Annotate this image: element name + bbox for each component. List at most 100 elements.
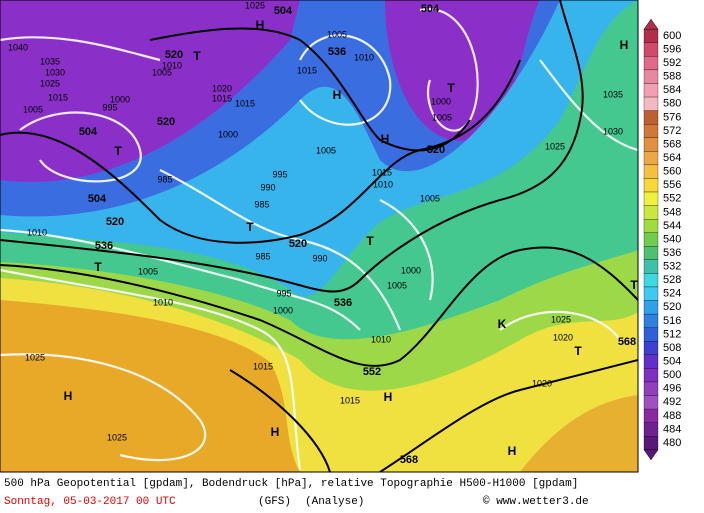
map-label: 985 (157, 174, 172, 184)
map-label: T (574, 344, 582, 358)
legend-label: 556 (663, 179, 681, 191)
legend-swatch (643, 178, 659, 193)
legend-label: 524 (663, 288, 681, 300)
legend-swatch (643, 56, 659, 71)
map-label: 1005 (420, 193, 440, 203)
map-label: H (508, 444, 517, 458)
legend-label: 496 (663, 383, 681, 395)
map-label: 520 (427, 144, 445, 156)
legend-arrow-bottom (643, 449, 659, 461)
legend-swatch (643, 354, 659, 369)
map-label: 504 (79, 126, 98, 138)
map-label: 536 (334, 297, 352, 309)
map-label: 1040 (8, 42, 28, 52)
map-label: 990 (312, 253, 327, 263)
map-label: 520 (165, 49, 183, 61)
map-label: 1025 (245, 0, 265, 10)
legend-label: 504 (663, 356, 681, 368)
map-label: H (384, 390, 393, 404)
legend-swatch (643, 42, 659, 57)
map-label: 1015 (372, 167, 392, 177)
map-label: 985 (254, 199, 269, 209)
map-label: K (498, 317, 507, 331)
map-label: 1000 (110, 94, 130, 104)
map-label: 1005 (387, 280, 407, 290)
legend-swatch (643, 286, 659, 301)
footer-run: (Analyse) (305, 496, 364, 508)
map-label: 552 (363, 366, 381, 378)
legend-label: 516 (663, 315, 681, 327)
legend-swatch (643, 395, 659, 410)
map-label: T (447, 81, 455, 95)
map-label: 1015 (48, 92, 68, 102)
legend-label: 512 (663, 328, 681, 340)
legend-label: 584 (663, 84, 681, 96)
map-label: T (630, 278, 638, 292)
legend-label: 588 (663, 71, 681, 83)
legend-swatch (643, 151, 659, 166)
legend-swatch (643, 164, 659, 179)
legend-swatch (643, 69, 659, 84)
legend-label: 552 (663, 193, 681, 205)
map-label: 1035 (40, 56, 60, 66)
footer-model: (GFS) (258, 496, 291, 508)
legend-label: 488 (663, 410, 681, 422)
map-label: H (256, 18, 265, 32)
legend-label: 484 (663, 423, 681, 435)
legend-swatch (643, 273, 659, 288)
legend-label: 492 (663, 396, 681, 408)
map-label: 995 (102, 102, 117, 112)
map-label: 995 (276, 288, 291, 298)
map-label: 1015 (340, 395, 360, 405)
map-background (0, 0, 638, 472)
map-label: 1020 (553, 332, 573, 342)
map-label: 536 (95, 240, 113, 252)
map-label: 504 (421, 3, 440, 15)
legend-label: 532 (663, 261, 681, 273)
legend-label: 576 (663, 111, 681, 123)
legend-label: 536 (663, 247, 681, 259)
map-label: 1000 (218, 129, 238, 139)
map-label: 1010 (371, 334, 391, 344)
map-label: 1010 (27, 227, 47, 237)
legend-swatch (643, 381, 659, 396)
legend-swatch (643, 205, 659, 220)
legend-label: 544 (663, 220, 681, 232)
map-label: 1030 (45, 67, 65, 77)
map-label: 1015 (253, 361, 273, 371)
legend-arrow-top (643, 18, 659, 30)
map-label: 1030 (603, 126, 623, 136)
map-label: H (64, 389, 73, 403)
legend-swatch (643, 191, 659, 206)
legend-swatch (643, 341, 659, 355)
map-label: T (114, 144, 122, 158)
map-label: 1035 (603, 89, 623, 99)
map-label: 1000 (431, 96, 451, 106)
map-label: 568 (618, 336, 636, 348)
legend-swatch (643, 232, 659, 247)
legend-label: 600 (663, 30, 681, 42)
map-labels: 1025 504 H 1040 520 T 1010 1005 536 1005 1010 504 10… (8, 0, 638, 466)
map-label: 995 (272, 169, 287, 179)
map-label: 1025 (107, 432, 127, 442)
legend-swatch (643, 110, 659, 125)
map-label: 520 (157, 116, 175, 128)
legend-swatch (643, 368, 659, 383)
map-label: 985 (255, 251, 270, 261)
map-label: 504 (88, 193, 107, 205)
map-label: 520 (289, 238, 307, 250)
legend-label: 548 (663, 206, 681, 218)
map-label: 1015 (212, 93, 232, 103)
map-label: 520 (106, 216, 124, 228)
footer-date: Sonntag, 05-03-2017 00 UTC (4, 496, 176, 508)
color-legend: 6005965925885845805765725685645605565525… (643, 18, 681, 461)
legend-swatch (643, 422, 659, 437)
map-label: 536 (328, 46, 346, 58)
map-label: 990 (260, 182, 275, 192)
map-label: 1000 (401, 265, 421, 275)
map-label: 504 (274, 5, 293, 17)
legend-label: 568 (663, 138, 681, 150)
footer-credit: © www.wetter3.de (483, 496, 589, 508)
legend-label: 480 (663, 437, 681, 449)
map-label: 1000 (273, 305, 293, 315)
